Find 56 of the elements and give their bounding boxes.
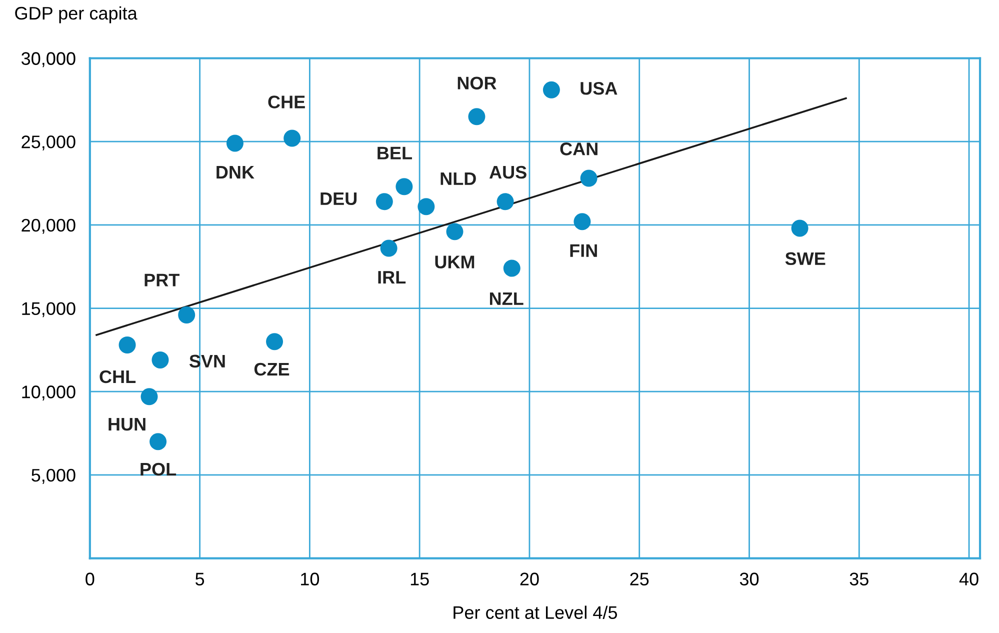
annotation: DNK <box>216 166 254 178</box>
annotation: CAN <box>560 142 598 156</box>
point <box>503 260 520 277</box>
annotation: PRT <box>144 274 180 286</box>
point <box>496 193 514 210</box>
point <box>118 336 136 354</box>
y-tick-label: 10,000 <box>22 386 76 400</box>
annotation: NOR <box>458 76 496 90</box>
annotation: IRL <box>378 271 406 284</box>
x-tick-label: 5 <box>196 572 204 586</box>
annotation: DEU <box>320 192 357 206</box>
annotation: NLD <box>440 172 476 185</box>
annotation: UKM <box>435 256 474 268</box>
y-tick-label: 30,000 <box>21 52 76 68</box>
point <box>376 193 393 210</box>
point <box>284 130 301 147</box>
point <box>468 108 486 126</box>
annotation: SWE <box>785 252 826 266</box>
x-tick-label: 35 <box>850 572 868 586</box>
annotation: BEL <box>378 146 412 160</box>
annotation: NZL <box>490 292 524 305</box>
annotation: CHL <box>100 370 136 384</box>
x-tick-label: 30 <box>740 572 759 586</box>
y-tick-label: 25,000 <box>22 136 76 150</box>
annotation: AUS <box>489 166 526 179</box>
y-tick-label: 15,000 <box>22 302 76 318</box>
point <box>226 134 244 152</box>
point <box>150 433 167 450</box>
x-tick-label: 15 <box>410 572 429 586</box>
x-tick-label: 25 <box>630 572 649 586</box>
x-tick-label: 20 <box>520 572 539 586</box>
point <box>446 223 464 240</box>
point <box>140 388 158 406</box>
point <box>418 198 435 216</box>
point <box>580 170 598 187</box>
x-tick-label: 10 <box>301 572 320 586</box>
point <box>574 213 591 230</box>
annotation: USA <box>580 82 618 95</box>
point <box>542 81 560 98</box>
y-axis-title: GDP per capita <box>15 6 138 24</box>
annotation: HUN <box>108 418 146 431</box>
point <box>396 178 413 196</box>
point <box>178 306 196 324</box>
x-tick-label: 40 <box>959 572 978 586</box>
point <box>380 240 398 257</box>
point <box>152 351 169 368</box>
x-tick-label: 0 <box>86 572 94 586</box>
y-tick-label: 20,000 <box>22 218 76 234</box>
annotation: CHE <box>268 96 305 108</box>
annotation: CZE <box>254 362 290 376</box>
annotation: FIN <box>570 244 597 257</box>
x-axis-title: Per cent at Level 4/5 <box>454 606 618 619</box>
point <box>791 220 808 237</box>
annotation: POL <box>140 462 176 476</box>
y-tick-label: 5,000 <box>32 468 76 484</box>
point <box>266 333 284 350</box>
